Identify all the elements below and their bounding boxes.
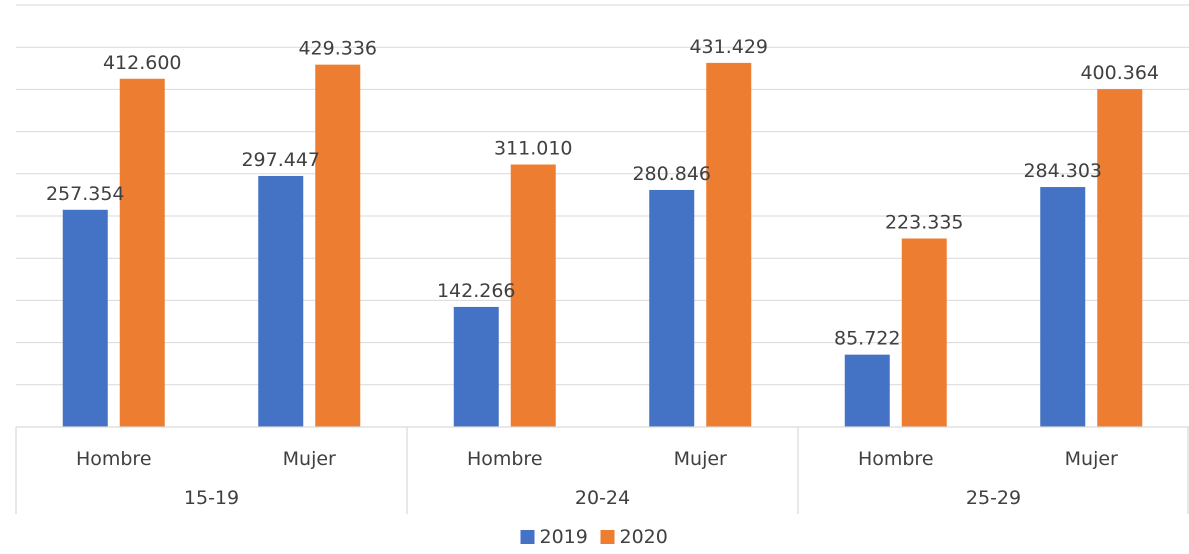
data-label: 223.335 [885,212,964,234]
data-label: 412.600 [103,52,182,74]
legend-label: 2020 [620,526,668,548]
legend-swatch-2019 [520,530,535,544]
category-label: Hombre [76,448,152,470]
bar-2019-15-19-mujer [258,175,304,427]
data-label: 400.364 [1080,62,1159,84]
group-label: 25-29 [966,487,1021,509]
bar-2019-25-29-hombre [844,354,890,427]
bar-2019-25-29-mujer [1040,187,1086,427]
bar-2020-20-24-hombre [510,164,556,427]
data-label: 429.336 [298,38,377,60]
bar-2019-15-19-hombre [62,209,108,427]
bars [62,62,1143,428]
data-label: 284.303 [1023,160,1102,182]
group-label: 20-24 [575,487,630,509]
legend-swatch-2020 [600,530,615,544]
bar-2020-15-19-mujer [315,64,361,428]
bar-2019-20-24-mujer [649,189,695,427]
bar-2020-20-24-mujer [706,62,752,427]
bar-2020-25-29-hombre [901,238,947,427]
data-labels: 257.354 412.600 297.447 429.336 142.266 311.0… [46,36,1159,350]
category-axis: Hombre Mujer Hombre Mujer Hombre Mujer 15-19 20… [15,426,1189,514]
category-label: Mujer [1065,448,1118,470]
category-label: Hombre [467,448,543,470]
category-label: Mujer [283,448,336,470]
category-label: Hombre [858,448,934,470]
data-label: 257.354 [46,183,125,205]
group-label: 15-19 [184,487,239,509]
legend-label: 2019 [540,526,588,548]
data-label: 297.447 [241,149,320,171]
data-label: 85.722 [834,328,900,350]
data-label: 431.429 [689,36,768,58]
category-label: Mujer [674,448,727,470]
bar-2019-20-24-hombre [453,306,499,427]
data-label: 142.266 [437,280,516,302]
data-label: 311.010 [494,138,573,160]
legend: 2019 2020 [520,526,668,548]
bar-2020-25-29-mujer [1097,89,1143,428]
data-label: 280.846 [632,163,711,185]
gridlines [16,4,1189,386]
bar-2020-15-19-hombre [119,78,165,428]
